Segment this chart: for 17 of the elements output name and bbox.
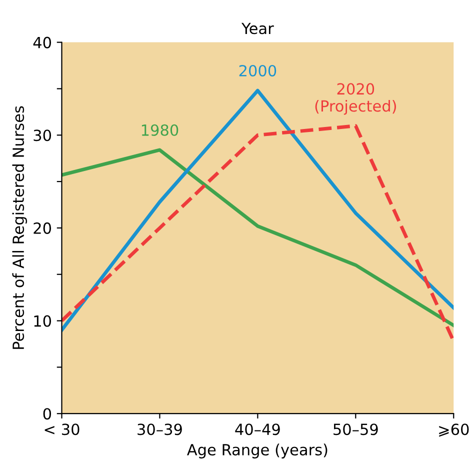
series-label: 2020 (Projected): [315, 83, 396, 115]
y-tick-label: 0: [43, 408, 52, 420]
series-label: 2000: [239, 64, 276, 76]
line-series: [62, 148, 454, 328]
x-tick-label: 50–59: [334, 424, 378, 436]
y-tick-label: 40: [33, 36, 52, 48]
chart-title: Year: [241, 22, 274, 34]
y-axis-title: Percent of All Registered Nurses: [12, 106, 28, 349]
y-tick-label: 20: [34, 222, 52, 234]
x-tick-label: ⩾60: [439, 424, 469, 437]
x-tick-label: < 30: [44, 424, 80, 436]
y-tick-label: 10: [34, 315, 52, 327]
series-label: 1980: [142, 124, 178, 136]
x-tick-label: 30–39: [138, 424, 182, 436]
x-tick-label: 40–49: [235, 424, 280, 436]
x-axis-title: Age Range (years): [186, 444, 328, 458]
y-tick-label: 30: [34, 130, 52, 142]
